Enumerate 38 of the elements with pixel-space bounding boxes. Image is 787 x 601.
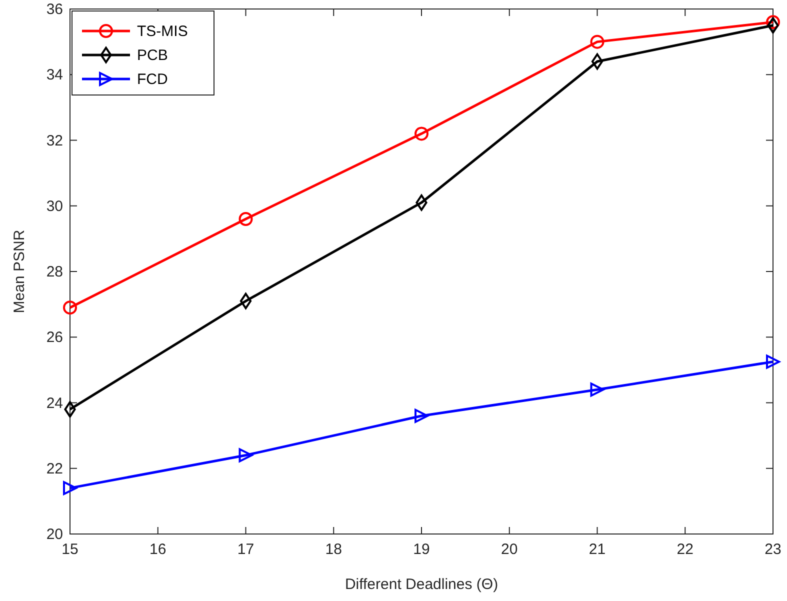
point: [238, 448, 253, 462]
point: [63, 481, 77, 496]
y-tick-label: 28: [46, 264, 63, 280]
x-tick-label: 19: [413, 541, 430, 558]
point: [63, 300, 77, 315]
x-tick-label: 16: [150, 541, 166, 558]
x-tick-label: 22: [676, 541, 694, 558]
y-tick-label: 24: [46, 394, 63, 412]
y-tick-label: 20: [46, 526, 63, 543]
y-tick-label: 32: [46, 132, 63, 150]
y-axis-title: Mean PSNR: [11, 230, 28, 314]
y-tick-label: 30: [46, 198, 63, 215]
x-tick-label: 18: [325, 541, 342, 558]
x-tick-label: 23: [764, 541, 782, 558]
point: [591, 53, 604, 70]
legend-label: PCB: [137, 47, 168, 64]
point: [416, 194, 428, 211]
y-tick-label: 26: [46, 329, 63, 346]
y-tick-label: 36: [46, 1, 63, 18]
y-tick-label: 34: [46, 66, 63, 84]
point: [240, 292, 252, 310]
x-tick-label: 17: [237, 541, 254, 558]
point: [590, 382, 604, 397]
point: [767, 17, 779, 34]
point: [414, 126, 428, 141]
point: [414, 408, 428, 423]
y-tick-label: 22: [46, 460, 63, 478]
legend-label: FCD: [137, 71, 168, 88]
point: [766, 15, 780, 30]
x-tick-label: 21: [588, 541, 606, 558]
point: [766, 354, 780, 369]
x-axis-title: Different Deadlines (Θ): [344, 576, 498, 593]
point: [238, 212, 253, 226]
point: [590, 34, 604, 49]
legend-label: TS-MIS: [137, 23, 188, 40]
x-tick-label: 15: [62, 541, 78, 558]
x-tick-label: 20: [501, 541, 518, 558]
point: [64, 401, 76, 418]
